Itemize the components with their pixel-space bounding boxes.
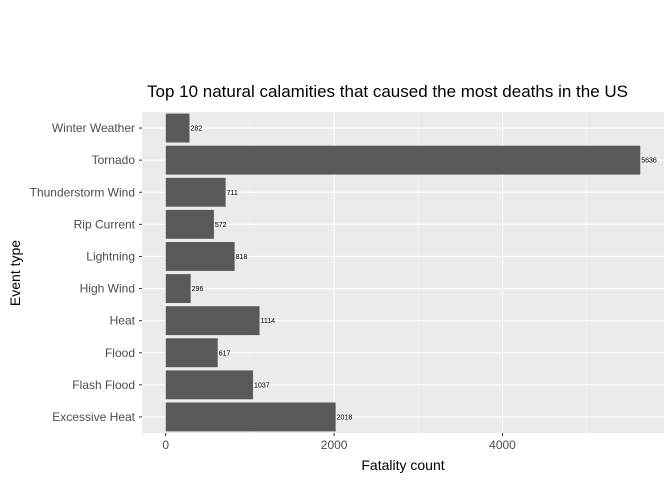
bars <box>165 113 641 432</box>
x-axis: 0 2000 4000 <box>162 433 516 452</box>
y-axis-title: Event type <box>7 240 23 306</box>
y-tick-label: Flash Flood <box>72 378 135 392</box>
y-tick-label: Thunderstorm Wind <box>30 185 135 199</box>
data-label: 2018 <box>337 414 353 421</box>
bar <box>165 145 641 175</box>
data-label: 296 <box>192 286 204 293</box>
bar <box>165 113 190 143</box>
data-label: 1037 <box>254 382 270 389</box>
data-label: 5636 <box>641 158 657 165</box>
bar <box>165 209 214 239</box>
bar <box>165 274 191 303</box>
data-label: 818 <box>236 254 248 261</box>
y-axis: Excessive Heat Flash Flood Flood Heat High W… <box>30 121 142 424</box>
y-tick-label: High Wind <box>80 282 135 296</box>
bar <box>165 338 218 368</box>
data-label: 282 <box>190 126 202 133</box>
y-tick-label: Lightning <box>86 249 135 263</box>
bar <box>165 242 235 271</box>
x-axis-title: Fatality count <box>361 457 444 473</box>
y-tick-label: Excessive Heat <box>52 410 135 424</box>
bar <box>165 177 226 207</box>
data-label: 1114 <box>261 318 276 325</box>
y-tick-label: Flood <box>105 346 135 360</box>
data-label: 617 <box>219 350 231 357</box>
y-tick-label: Rip Current <box>74 217 136 231</box>
bar <box>165 402 336 432</box>
y-tick-label: Winter Weather <box>52 121 135 135</box>
chart-title: Top 10 natural calamities that caused th… <box>147 82 628 101</box>
y-tick-label: Heat <box>110 314 136 328</box>
data-label: 572 <box>215 222 227 229</box>
x-tick-label: 2000 <box>321 438 348 452</box>
y-tick-label: Tornado <box>92 153 136 167</box>
bar <box>165 306 260 336</box>
x-tick-label: 0 <box>162 438 169 452</box>
bar <box>165 370 254 400</box>
data-label: 711 <box>227 190 238 197</box>
x-tick-label: 4000 <box>489 438 516 452</box>
data-labels: 2018 1037 617 1114 296 818 572 711 5636 282 <box>190 126 656 422</box>
